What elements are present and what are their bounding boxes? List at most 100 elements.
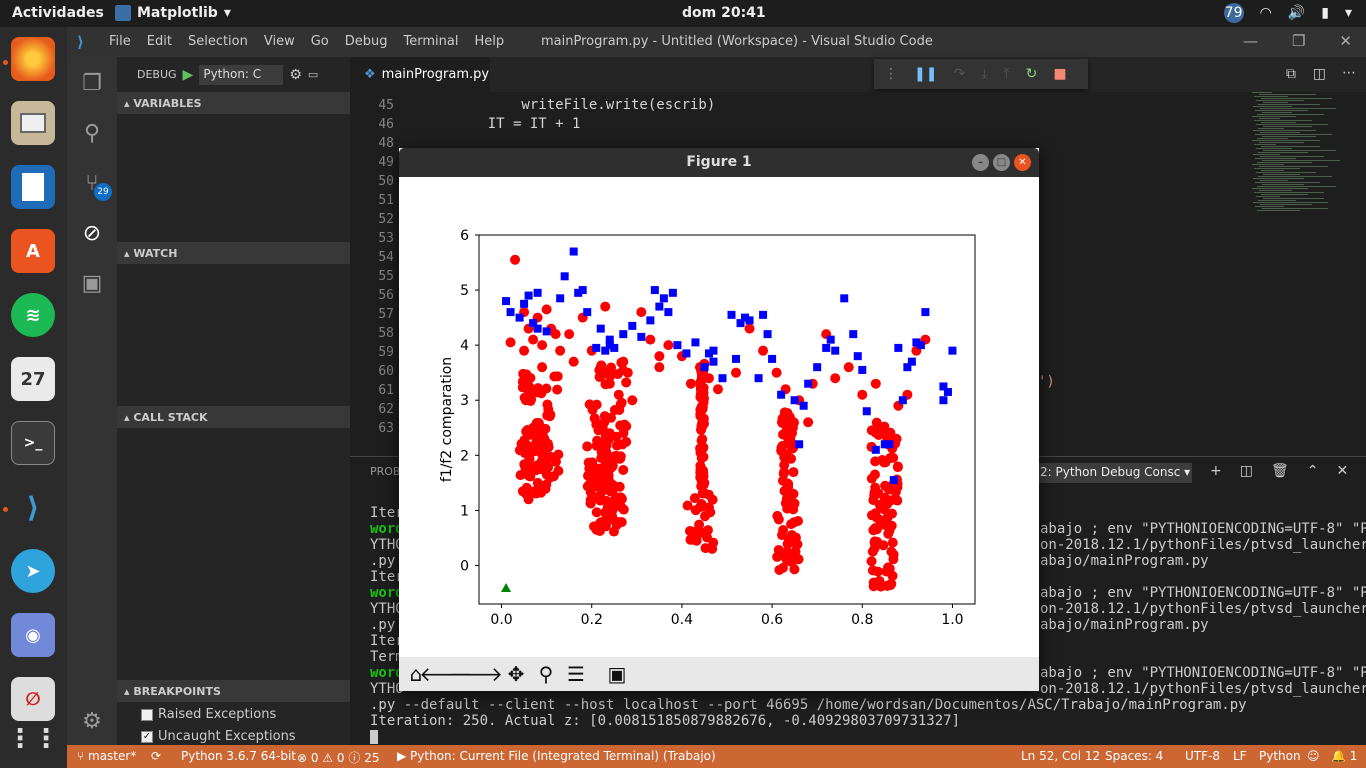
x-tick-label: 0.0 bbox=[490, 612, 512, 628]
red-point bbox=[870, 378, 881, 389]
spotify-icon[interactable]: ≋ bbox=[11, 293, 55, 337]
files-icon[interactable] bbox=[11, 101, 55, 145]
writer-icon[interactable] bbox=[11, 165, 55, 209]
menu-go[interactable]: Go bbox=[310, 34, 329, 49]
zoom-icon[interactable]: ⚲ bbox=[538, 662, 554, 686]
close-panel-icon[interactable]: ✕ bbox=[1336, 463, 1349, 479]
eol[interactable]: LF bbox=[1233, 749, 1247, 763]
feedback-icon[interactable]: ☺ bbox=[1307, 749, 1320, 763]
debug-icon[interactable]: ⊘ bbox=[82, 220, 102, 246]
start-debugging-icon[interactable]: ▶ bbox=[182, 66, 194, 83]
menu-view[interactable]: View bbox=[263, 34, 295, 49]
step-over-icon[interactable]: ↷ bbox=[953, 66, 966, 82]
section-breakpoints[interactable]: ▴ BREAKPOINTS bbox=[117, 680, 350, 702]
minimap[interactable] bbox=[1252, 92, 1352, 222]
cursor-position[interactable]: Ln 52, Col 12 bbox=[1021, 749, 1101, 763]
launch-config-indicator[interactable]: ▶ Python: Current File (Integrated Termi… bbox=[397, 749, 716, 763]
pause-icon[interactable]: ❚❚ bbox=[914, 66, 938, 82]
menu-edit[interactable]: Edit bbox=[146, 34, 172, 49]
forward-arrow-icon[interactable]: 🡒 bbox=[449, 662, 503, 686]
notifications-indicator[interactable]: 🔔 1 bbox=[1331, 749, 1358, 763]
red-point bbox=[615, 420, 626, 431]
configure-subplots-icon[interactable]: ☰ bbox=[567, 662, 585, 686]
notification-badge[interactable]: 79 bbox=[1223, 3, 1244, 23]
app-menu[interactable]: Matplotlib ▾ bbox=[115, 5, 231, 21]
save-icon[interactable]: ▣ bbox=[607, 662, 627, 686]
debug-label: DEBUG bbox=[137, 68, 177, 81]
home-icon[interactable]: ⌂ bbox=[409, 662, 423, 686]
interpreter-indicator[interactable]: Python 3.6.7 64-bit bbox=[181, 749, 297, 763]
errors-count: 0 bbox=[310, 751, 319, 765]
code-line[interactable]: IT = IT + 1 bbox=[454, 116, 581, 132]
menu-selection[interactable]: Selection bbox=[187, 34, 248, 49]
language-mode[interactable]: Python bbox=[1259, 749, 1301, 763]
section-call-stack[interactable]: ▴ CALL STACK bbox=[117, 406, 350, 428]
settings-gear-icon[interactable]: ⚙ bbox=[82, 708, 102, 734]
stop-icon[interactable]: ■ bbox=[1053, 66, 1067, 82]
vscode-icon[interactable]: ⟩ bbox=[11, 485, 55, 529]
split-editor-icon[interactable]: ◫ bbox=[1312, 66, 1326, 82]
menu-debug[interactable]: Debug bbox=[344, 34, 388, 49]
extensions-icon[interactable]: ▣ bbox=[81, 270, 103, 296]
drag-handle-icon[interactable]: ⋮ bbox=[884, 66, 898, 82]
minimize-icon[interactable]: — bbox=[1242, 32, 1258, 50]
minimap-line bbox=[1259, 118, 1280, 119]
red-point bbox=[786, 440, 797, 451]
search-icon[interactable]: ⚲ bbox=[83, 120, 101, 146]
firefox-icon[interactable] bbox=[11, 37, 55, 81]
telegram-icon[interactable]: ➤ bbox=[11, 549, 55, 593]
gear-icon[interactable]: ⚙ bbox=[289, 66, 302, 83]
scatter-plot[interactable]: 0.0 0.2 0.4 0.6 0.8 1.0 0 1 2 3 4 5 6 f1/f2 comparati… bbox=[399, 177, 1039, 657]
breakpoint-uncaught-exceptions[interactable]: ✓ Uncaught Exceptions bbox=[141, 729, 296, 744]
section-watch[interactable]: ▴ WATCH bbox=[117, 242, 350, 264]
figure-window[interactable]: Figure 1 – □ ✕ 0.0 0.2 0.4 0.6 0.8 1.0 0 1 2 3 4 5 6… bbox=[399, 148, 1039, 691]
restart-icon[interactable]: ↻ bbox=[1025, 66, 1038, 82]
show-apps-icon[interactable]: ⋮⋮ bbox=[7, 724, 59, 754]
battery-icon[interactable]: ▮ bbox=[1321, 5, 1329, 21]
menu-terminal[interactable]: Terminal bbox=[403, 34, 459, 49]
figure-titlebar[interactable]: Figure 1 – □ ✕ bbox=[399, 148, 1039, 177]
sync-icon[interactable]: ⟳ bbox=[151, 749, 162, 763]
split-terminal-icon[interactable]: ◫ bbox=[1239, 463, 1253, 479]
open-changes-icon[interactable]: ⧉ bbox=[1286, 66, 1296, 82]
close-icon[interactable]: ✕ bbox=[1339, 32, 1352, 50]
encoding[interactable]: UTF-8 bbox=[1185, 749, 1220, 763]
close-icon[interactable]: ✕ bbox=[1014, 154, 1031, 171]
activities-button[interactable]: Actividades bbox=[12, 5, 104, 21]
checkbox-checked[interactable]: ✓ bbox=[141, 730, 153, 743]
section-variables[interactable]: ▴ VARIABLES bbox=[117, 92, 350, 114]
menu-help[interactable]: Help bbox=[474, 34, 505, 49]
more-actions-icon[interactable]: ⋯ bbox=[1342, 65, 1356, 81]
problems-indicator[interactable]: ⊗ 0 ⚠ 0 ⓘ 25 bbox=[297, 751, 380, 765]
panel-tab-problems[interactable]: PROBL bbox=[370, 465, 407, 478]
calendar-icon[interactable]: 27 bbox=[11, 357, 55, 401]
step-into-icon[interactable]: ⤓ bbox=[981, 66, 988, 82]
terminal-icon[interactable]: >_ bbox=[11, 421, 55, 465]
minimize-icon[interactable]: – bbox=[972, 154, 989, 171]
discord-icon[interactable]: ◉ bbox=[11, 613, 55, 657]
step-out-icon[interactable]: ⤒ bbox=[1003, 66, 1010, 82]
trash-icon[interactable]: 🗑 bbox=[1270, 463, 1289, 479]
pan-icon[interactable]: ✥ bbox=[507, 662, 525, 686]
clock[interactable]: dom 20:41 bbox=[682, 5, 766, 21]
maximize-icon[interactable]: □ bbox=[993, 154, 1010, 171]
code-line[interactable]: writeFile.write(escrib) bbox=[454, 97, 716, 113]
volume-icon[interactable]: 🔊 bbox=[1287, 5, 1306, 21]
launch-config-select[interactable]: Python: C bbox=[199, 64, 284, 85]
restore-icon[interactable]: ❐ bbox=[1291, 32, 1306, 50]
breakpoint-raised-exceptions[interactable]: Raised Exceptions bbox=[141, 707, 276, 722]
checkbox[interactable] bbox=[141, 708, 153, 721]
add-terminal-icon[interactable]: + bbox=[1210, 463, 1222, 479]
menu-file[interactable]: File bbox=[109, 34, 131, 49]
wifi-icon[interactable]: ◠ bbox=[1259, 5, 1272, 21]
indentation[interactable]: Spaces: 4 bbox=[1105, 749, 1164, 763]
terminal-select[interactable]: 2: Python Debug Consc ▾ bbox=[1036, 463, 1192, 483]
software-center-icon[interactable]: A bbox=[11, 229, 55, 273]
matplotlib-icon[interactable]: ∅ bbox=[11, 677, 55, 721]
debug-console-icon[interactable]: ▭ bbox=[307, 68, 319, 81]
explorer-icon[interactable]: ❐ bbox=[82, 70, 102, 96]
tab-mainprogram[interactable]: ❖ mainProgram.py bbox=[350, 57, 490, 92]
chevron-down-icon[interactable]: ▾ bbox=[1344, 5, 1352, 21]
branch-indicator[interactable]: ⑂ master* bbox=[77, 749, 137, 763]
maximize-panel-icon[interactable]: ⌃ bbox=[1306, 463, 1319, 479]
